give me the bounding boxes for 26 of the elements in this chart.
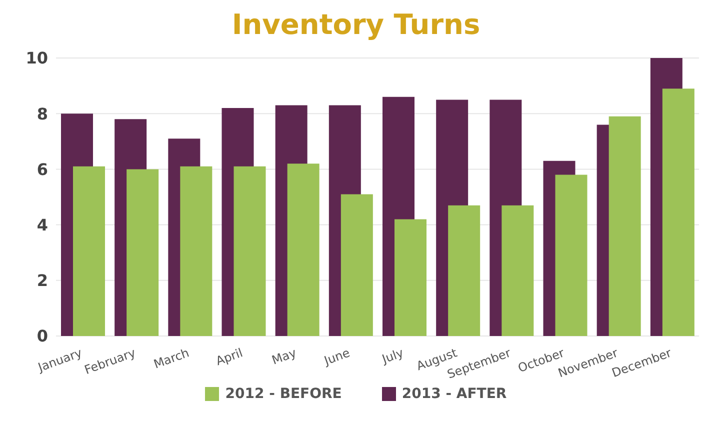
x-tick-label: May	[270, 346, 298, 368]
chart-title: Inventory Turns	[230, 8, 482, 43]
y-tick-label: 2	[36, 271, 48, 290]
bar	[126, 169, 159, 336]
bar	[180, 166, 212, 336]
x-tick-label: April	[214, 346, 245, 368]
bar	[448, 205, 480, 336]
x-tick-label: July	[379, 346, 406, 367]
legend-label: 2013 - AFTER	[402, 386, 507, 402]
x-tick-label: March	[152, 346, 191, 372]
bar	[234, 166, 266, 336]
y-tick-label: 8	[36, 104, 48, 124]
bar	[340, 194, 373, 336]
bar	[555, 174, 588, 336]
y-tick-label: 4	[36, 215, 48, 234]
bar	[73, 166, 105, 336]
bar	[662, 88, 694, 336]
bar	[287, 164, 320, 336]
bar	[394, 219, 426, 336]
y-tick-label: 0	[36, 326, 48, 346]
y-tick-label: 6	[36, 160, 48, 179]
y-tick-label: 10	[26, 48, 48, 68]
bar	[502, 205, 534, 336]
x-tick-label: June	[321, 346, 352, 368]
bar	[608, 116, 641, 336]
legend-label: 2012 - BEFORE	[225, 386, 342, 402]
